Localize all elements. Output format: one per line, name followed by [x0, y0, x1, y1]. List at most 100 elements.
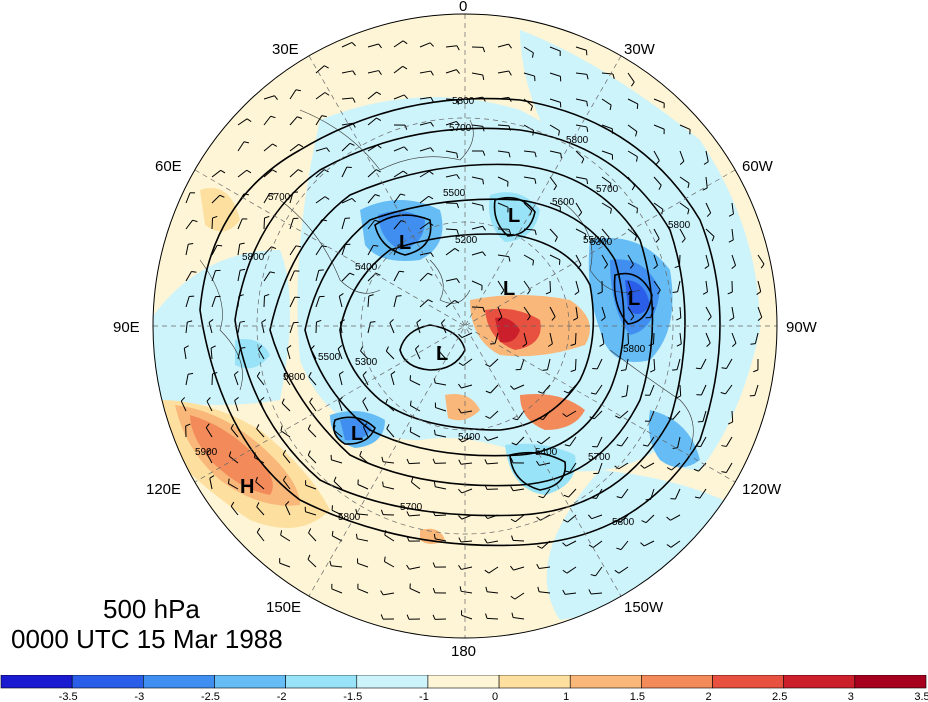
wind-barb-staff — [461, 384, 473, 389]
wind-barb-staff — [383, 461, 395, 464]
wind-barb-feather — [230, 423, 235, 429]
wind-barb-staff — [569, 436, 577, 447]
wind-barb-feather — [485, 613, 488, 619]
wind-barb-staff — [461, 332, 473, 339]
wind-barb-feather — [376, 91, 382, 95]
wind-barb-staff — [569, 462, 577, 473]
wind-barb-staff — [523, 72, 535, 77]
contour-label-group: 5800 5700 5800 5700 5600 5800 5500 5800 … — [195, 96, 691, 528]
wind-barb-staff — [549, 306, 556, 317]
wind-barb-staff — [362, 374, 369, 386]
wind-barb-staff — [601, 176, 612, 184]
wind-barb-feather — [536, 516, 541, 521]
wind-barb-staff — [627, 150, 638, 158]
wind-barb-staff — [595, 384, 603, 395]
wind-barb-staff — [590, 592, 603, 595]
wind-barb-feather — [640, 542, 645, 547]
wind-barb-staff — [315, 92, 326, 100]
wind-barb-staff — [237, 141, 245, 152]
contour-label: 5500 — [443, 188, 466, 199]
wind-barb-feather — [757, 316, 763, 321]
wind-barb-feather — [577, 264, 582, 269]
wind-barb-staff — [445, 45, 457, 48]
wind-barb-feather — [631, 185, 636, 191]
wind-barb-staff — [308, 532, 317, 542]
wind-barb-feather — [511, 535, 514, 541]
wind-barb-staff — [650, 488, 655, 500]
wind-barb-feather — [282, 475, 287, 481]
wind-barb-staff — [549, 280, 552, 293]
longitude-label-150w: 150W — [624, 599, 664, 616]
wind-barb-feather — [551, 316, 556, 321]
wind-barb-staff — [515, 514, 525, 523]
wind-barb-staff — [310, 348, 317, 360]
wind-barb-staff — [653, 176, 662, 186]
wind-barb-staff — [546, 358, 551, 370]
wind-barb-staff — [601, 72, 613, 75]
wind-barb-staff — [471, 176, 483, 180]
wind-barb-feather — [459, 586, 462, 592]
wind-barb-feather — [599, 343, 605, 347]
wind-barb-staff — [341, 142, 351, 152]
colorbar-swatch — [143, 675, 215, 689]
wind-barb-feather — [432, 562, 436, 568]
wind-barb-staff — [700, 358, 707, 369]
wind-barb-staff — [652, 332, 655, 345]
wind-barb-staff — [497, 43, 509, 48]
wind-barb-staff — [367, 91, 377, 100]
wind-barb-staff — [419, 299, 429, 308]
wind-barb-feather — [308, 528, 312, 534]
wind-barb-feather — [380, 614, 384, 620]
wind-barb-feather — [323, 65, 329, 69]
wind-barb-feather — [484, 538, 488, 544]
wind-barb-feather — [380, 590, 384, 596]
wind-barb-staff — [575, 254, 582, 265]
wind-barb-feather — [484, 484, 488, 490]
wind-barb-staff — [647, 436, 655, 447]
wind-barb-feather — [564, 470, 570, 473]
wind-barb-feather — [430, 147, 434, 152]
colorbar-tick-label: -2.5 — [201, 691, 220, 702]
wind-barb-feather — [188, 242, 194, 245]
wind-barb-staff — [440, 322, 447, 334]
wind-barb-feather — [634, 235, 638, 241]
wind-barb-staff — [282, 479, 291, 490]
wind-barb-feather — [586, 126, 589, 132]
wind-barb-staff — [419, 195, 429, 204]
wind-barb-staff — [237, 169, 247, 178]
wind-barb-staff — [653, 150, 660, 161]
wind-barb-feather — [510, 385, 515, 390]
wind-barb-feather — [547, 343, 553, 347]
wind-barb-staff — [643, 540, 655, 547]
wind-barb-feather — [630, 316, 635, 321]
wind-barb-feather — [497, 316, 503, 321]
wind-barb-staff — [461, 614, 473, 620]
wind-barb-feather — [616, 496, 622, 499]
wind-barb-feather — [672, 291, 678, 293]
wind-barb-staff — [357, 513, 369, 516]
wind-barb-staff — [644, 462, 655, 469]
wind-barb-staff — [731, 228, 734, 240]
wind-barb-staff — [445, 98, 458, 101]
wind-barb-staff — [289, 270, 295, 282]
longitude-label-0: 0 — [459, 0, 468, 15]
wind-barb-feather — [433, 429, 436, 435]
wind-barb-feather — [307, 424, 311, 430]
wind-barb-feather — [208, 319, 214, 323]
wind-barb-feather — [386, 424, 390, 429]
wind-barb-feather — [456, 99, 459, 105]
longitude-label-60w: 60W — [742, 158, 773, 175]
wind-barb-feather — [441, 319, 446, 324]
wind-barb-feather — [338, 397, 343, 401]
wind-barb-feather — [375, 169, 381, 173]
wind-barb-feather — [572, 317, 578, 321]
wind-barb-staff — [575, 280, 580, 292]
wind-barb-staff — [367, 219, 376, 230]
wind-barb-feather — [349, 142, 355, 146]
colorbar-tick-label: 0 — [492, 691, 498, 702]
wind-barb-feather — [400, 193, 406, 196]
wind-barb-feather — [373, 244, 379, 247]
wind-barb-feather — [428, 222, 434, 226]
wind-barb-staff — [341, 122, 353, 126]
wind-barb-staff — [471, 280, 483, 286]
